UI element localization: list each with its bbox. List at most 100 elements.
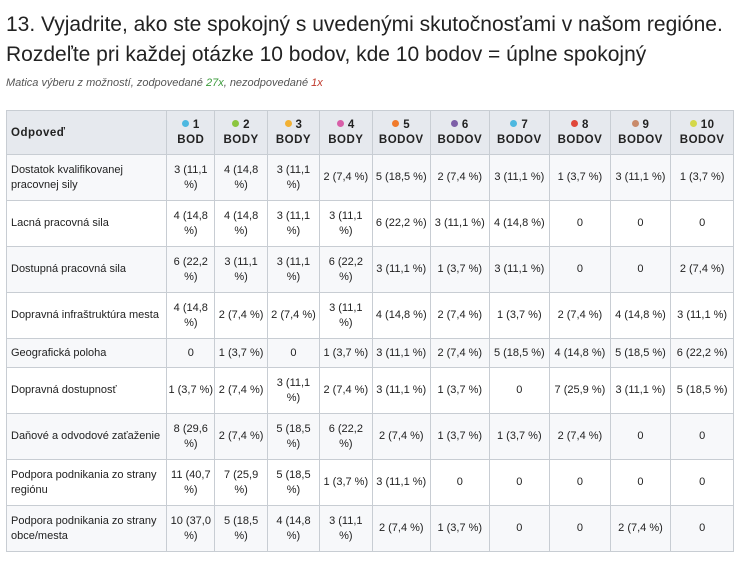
header-col-number: 10 [700,118,715,131]
header-col-number: 5 [403,118,411,131]
table-cell: 2 (7,4 %) [214,367,268,414]
table-cell: 0 [609,246,672,293]
table-cell: 0 [609,200,672,247]
table-row: Dopravná dostupnosť 1 (3,7 %) 2 (7,4 %) 3 (… [5,367,734,414]
table-cell: 0 [166,338,216,368]
header-col-6: 6 BODOV [430,110,490,155]
header-col-unit: BODY [328,133,364,146]
row-label: Geografická poloha [5,338,168,368]
table-cell: 1 (3,7 %) [430,367,490,414]
table-cell: 6 (22,2 %) [319,413,373,460]
table-cell: 3 (11,1 %) [430,200,490,247]
row-label: Lacná pracovná sila [5,200,168,247]
table-cell: 1 (3,7 %) [214,338,268,368]
table-cell: 0 [670,505,734,552]
table-cell: 3 (11,1 %) [488,154,551,201]
row-label: Dostatok kvalifikovanej pracovnej sily [5,154,168,201]
table-cell: 4 (14,8 %) [609,292,672,339]
table-cell: 0 [549,459,611,506]
table-cell: 5 (18,5 %) [266,413,321,460]
subtitle-middle: , nezodpovedané [223,77,312,89]
table-cell: 0 [488,367,551,414]
header-col-unit: BOD [177,133,205,146]
table-cell: 4 (14,8 %) [166,200,216,247]
legend-dot-icon [284,119,292,127]
row-label: Podpora podnikania zo strany regiónu [5,459,168,506]
header-col-number: 4 [347,118,355,131]
table-cell: 0 [488,505,551,552]
table-cell: 4 (14,8 %) [371,292,432,339]
table-cell: 5 (18,5 %) [214,505,268,552]
row-label: Dopravná dostupnosť [5,367,168,414]
row-label: Daňové a odvodové zaťaženie [5,413,168,460]
table-cell: 3 (11,1 %) [166,154,216,201]
table-row: Geografická poloha 0 1 (3,7 %) 0 1 (3,7 %) 3 … [5,338,734,368]
legend-dot-icon [181,119,189,127]
table-cell: 6 (22,2 %) [670,338,734,368]
table-cell: 10 (37,0 %) [166,505,216,552]
table-cell: 3 (11,1 %) [609,367,672,414]
table-cell: 3 (11,1 %) [488,246,551,293]
table-cell: 8 (29,6 %) [166,413,216,460]
header-col-10: 10 BODOV [670,110,734,155]
table-cell: 6 (22,2 %) [371,200,432,247]
table-cell: 1 (3,7 %) [319,459,373,506]
question-title: 13. Vyjadrite, ako ste spokojný s uveden… [6,13,723,66]
header-col-5: 5 BODOV [371,110,432,155]
header-col-4: 4 BODY [319,110,373,155]
table-cell: 3 (11,1 %) [371,338,432,368]
table-cell: 3 (11,1 %) [266,246,321,293]
table-cell: 2 (7,4 %) [609,505,672,552]
table-cell: 4 (14,8 %) [166,292,216,339]
table-cell: 2 (7,4 %) [430,338,490,368]
header-col-number: 1 [192,118,200,131]
table-cell: 3 (11,1 %) [266,367,321,414]
table-cell: 1 (3,7 %) [488,413,551,460]
table-header-row: Odpoveď 1 BOD 2 BODY 3 BODY 4 BODY 5 BODOV 6 BODOV 7… [5,110,734,155]
table-cell: 4 (14,8 %) [214,200,268,247]
table-cell: 3 (11,1 %) [319,200,373,247]
table-cell: 3 (11,1 %) [371,459,432,506]
table-cell: 4 (14,8 %) [488,200,551,247]
table-cell: 5 (18,5 %) [670,367,734,414]
table-cell: 3 (11,1 %) [266,154,321,201]
table-cell: 6 (22,2 %) [319,246,373,293]
table-cell: 4 (14,8 %) [266,505,321,552]
table-row: Dostatok kvalifikovanej pracovnej sily 3 … [5,154,734,201]
table-cell: 0 [670,200,734,247]
table-cell: 5 (18,5 %) [609,338,672,368]
table-cell: 2 (7,4 %) [371,505,432,552]
table-cell: 5 (18,5 %) [371,154,432,201]
table-cell: 2 (7,4 %) [670,246,734,293]
legend-dot-icon [392,119,400,127]
table-cell: 2 (7,4 %) [214,292,268,339]
table-cell: 7 (25,9 %) [214,459,268,506]
subtitle-prefix: Matica výberu z možností, zodpovedané [6,77,206,89]
header-col-number: 2 [243,118,251,131]
results-table: Odpoveď 1 BOD 2 BODY 3 BODY 4 BODY 5 BODOV 6 BODOV 7… [5,110,734,552]
header-col-number: 9 [642,118,650,131]
table-row: Podpora podnikania zo strany obce/mesta 1… [5,505,734,552]
table-cell: 3 (11,1 %) [319,505,373,552]
table-cell: 0 [609,413,672,460]
table-cell: 3 (11,1 %) [670,292,734,339]
header-col-7: 7 BODOV [488,110,551,155]
table-row: Daňové a odvodové zaťaženie 8 (29,6 %) 2 (… [5,413,734,460]
table-cell: 0 [430,459,490,506]
legend-dot-icon [336,119,344,127]
legend-dot-icon [570,119,578,127]
legend-dot-icon [631,119,639,127]
table-cell: 2 (7,4 %) [319,154,373,201]
answered-count: 27x [205,77,224,89]
table-cell: 3 (11,1 %) [214,246,268,293]
table-cell: 6 (22,2 %) [166,246,216,293]
table-cell: 1 (3,7 %) [319,338,373,368]
row-label: Dostupná pracovná sila [5,246,168,293]
table-cell: 0 [549,246,611,293]
table-cell: 1 (3,7 %) [488,292,551,339]
header-col-unit: BODY [275,133,312,146]
table-cell: 2 (7,4 %) [549,292,611,339]
row-label: Podpora podnikania zo strany obce/mesta [5,505,168,552]
row-label: Dopravná infraštruktúra mesta [5,292,168,339]
header-col-unit: BODOV [679,133,725,146]
